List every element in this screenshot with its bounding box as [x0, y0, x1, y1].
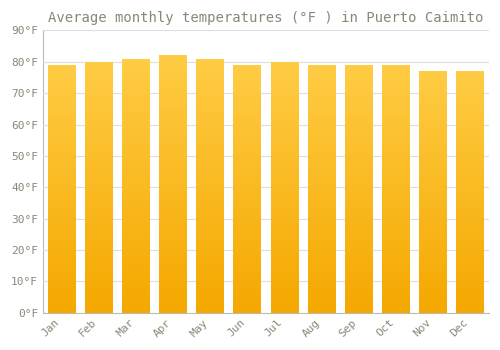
- Title: Average monthly temperatures (°F ) in Puerto Caimito: Average monthly temperatures (°F ) in Pu…: [48, 11, 484, 25]
